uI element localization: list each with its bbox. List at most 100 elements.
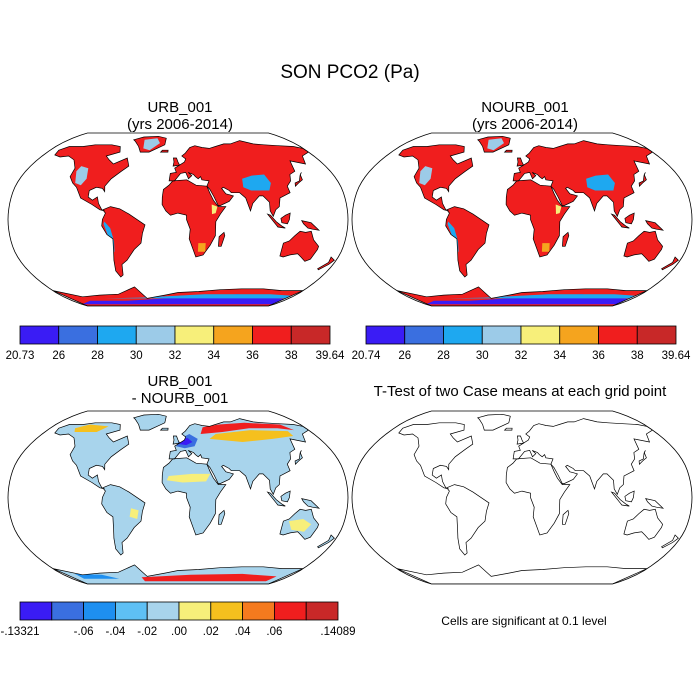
coast-japan [294, 172, 303, 187]
colorbar-swatch [115, 601, 148, 621]
colorbar-label: 28 [437, 350, 450, 362]
panel-2-title: NOURB_001 (yrs 2006-2014) [472, 99, 578, 133]
coast-indonesia [266, 491, 286, 507]
ocean [352, 411, 692, 584]
coast-japan [294, 450, 303, 465]
colorbar-label: .06 [266, 626, 282, 638]
coast-indonesia [610, 491, 630, 507]
coast-africa [161, 179, 227, 258]
colorbar-label: 34 [207, 350, 220, 362]
field-australia-pos [288, 519, 312, 532]
field-greenland-cap [487, 138, 504, 151]
coast-new-zealand [317, 534, 335, 549]
colorbar-label: 28 [91, 350, 104, 362]
coast-borneo [280, 490, 291, 503]
map-border [351, 132, 693, 307]
coast-south-america [445, 206, 490, 278]
colorbar-swatch [290, 325, 331, 345]
colorbar-swatch [97, 325, 137, 345]
colorbar-swatch [520, 325, 561, 345]
land-iceland [504, 150, 513, 153]
coast-indonesia [266, 213, 286, 229]
coast-south-america [445, 484, 490, 556]
panel-3-title-line2: - NOURB_001 [131, 390, 229, 407]
map-border [7, 132, 349, 307]
colorbar-label: 26 [52, 350, 65, 362]
colorbar-swatch [481, 325, 522, 345]
field-canada-pos [74, 424, 109, 432]
colorbar-swatch [58, 325, 98, 345]
coast-north-america [54, 144, 130, 212]
colorbar-swatch [135, 325, 176, 345]
land-south-america [101, 206, 145, 277]
field-tibet-mid [586, 174, 615, 191]
coast-new-zealand [661, 256, 679, 271]
land-new-guinea [645, 220, 663, 231]
land-borneo [280, 213, 291, 224]
coast-indonesia [610, 213, 630, 229]
coast-south-america [101, 484, 146, 556]
colorbar-label: 32 [169, 350, 182, 362]
colorbar-label: 38 [285, 350, 298, 362]
coastlines [396, 135, 679, 306]
field-sa-plateau [197, 243, 206, 252]
colorbar-swatch [636, 325, 677, 345]
coast-new-guinea [645, 498, 665, 509]
land-borneo [624, 213, 635, 224]
field-antarctica-neg [74, 573, 120, 579]
coast-africa [505, 457, 571, 536]
coast-antarctica [52, 564, 304, 584]
coast-madagascar [562, 509, 570, 525]
coast-australia [279, 230, 319, 262]
coast-antarctica [396, 286, 648, 306]
coast-new-zealand [661, 534, 679, 549]
field-ethiopia-high [211, 204, 218, 215]
colorbar-label: 30 [130, 350, 143, 362]
colorbar-swatch [19, 325, 60, 345]
panel-1-title: URB_001 (yrs 2006-2014) [127, 99, 233, 133]
field-antarctica-mid [67, 294, 294, 299]
coastlines [52, 413, 335, 584]
coast-japan [638, 450, 647, 465]
map-border [7, 410, 349, 585]
coast-iceland [159, 149, 169, 153]
colorbar-difference: -.13321 -.06 -.04 -.02 .00 .02 .04 .06 .14089 [0, 601, 356, 638]
colorbar-swatch [19, 601, 53, 621]
colorbar-swatch [365, 325, 406, 345]
coast-eurasia [512, 418, 654, 496]
land-indonesia [267, 214, 286, 229]
land-uk [173, 436, 180, 445]
colorbar-swatch [305, 601, 339, 621]
coastlines [52, 135, 335, 306]
colorbar-label: .04 [235, 626, 252, 638]
significance-note: Cells are significant at 0.1 level [441, 614, 607, 628]
coast-borneo [624, 490, 635, 503]
field-sa-plateau [541, 243, 550, 252]
colorbar-label: 36 [592, 350, 605, 362]
land-madagascar [562, 232, 569, 247]
land-new-guinea [301, 220, 319, 231]
coast-north-america [398, 422, 474, 490]
coast-north-america [398, 144, 474, 212]
colorbar-swatch [443, 325, 483, 345]
coast-eurasia [168, 418, 310, 496]
colorbar-swatch [83, 601, 116, 621]
colorbar-swatch [146, 601, 180, 621]
coast-iceland [159, 427, 169, 431]
colorbar-swatch [213, 325, 253, 345]
panel-3-title: URB_001 - NOURB_001 [132, 373, 229, 407]
colorbar-swatch [598, 325, 638, 345]
colorbar-label: 32 [515, 350, 528, 362]
coast-australia [623, 230, 663, 262]
colorbar-label: .00 [171, 626, 187, 638]
colorbar-label: .14089 [320, 626, 355, 638]
coast-africa [161, 457, 227, 536]
map-border [351, 410, 693, 585]
map-panel-ttest [351, 410, 693, 585]
land-borneo [280, 491, 291, 502]
field-ethiopia-high [555, 204, 562, 215]
coast-australia [279, 508, 319, 540]
colorbar-label: 26 [398, 350, 411, 362]
colorbar-label: .02 [203, 626, 219, 638]
land-eurasia [169, 140, 309, 217]
